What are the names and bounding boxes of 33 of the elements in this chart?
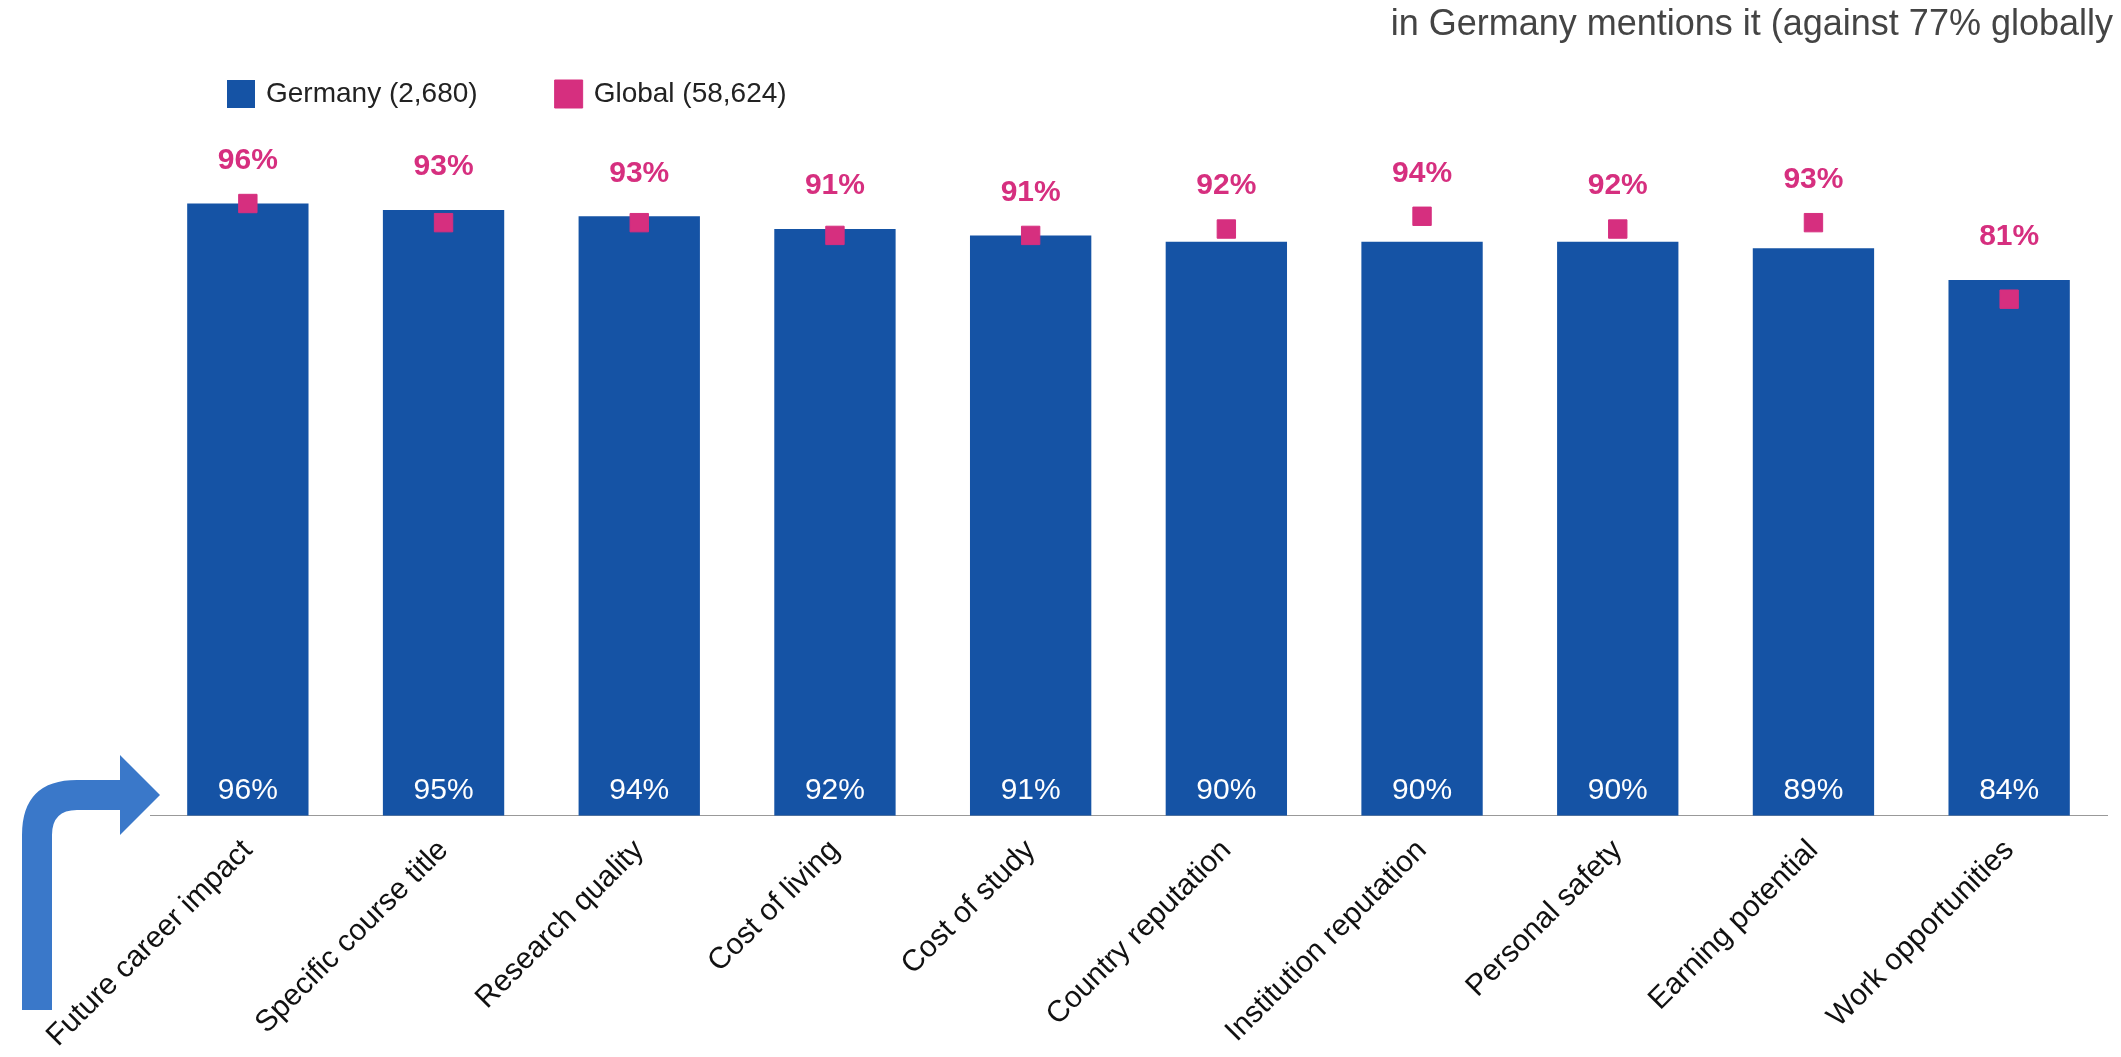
point [1020,225,1041,246]
data-label: 93% [609,154,670,188]
point [1999,289,2019,309]
legend-label: Global (58,624) [593,76,787,108]
point [1608,219,1628,239]
data-label: 84% [1979,772,2040,806]
data-label: 92% [1587,167,1648,201]
data-label: 81% [1979,218,2040,252]
data-label: 91% [1000,173,1061,207]
legend-label: Germany (2,680) [266,76,478,108]
point [629,212,649,233]
data-label: 92% [804,772,865,806]
data-label: 91% [1000,772,1061,806]
point [238,193,258,214]
data-label: 90% [1392,772,1453,806]
data-label: 93% [1783,160,1844,194]
data-label: 91% [804,167,865,201]
point [825,225,845,246]
data-label: 89% [1783,772,1844,806]
data-label: 93% [413,148,474,182]
point [1216,219,1237,239]
data-label: 90% [1196,772,1257,806]
data-label: 96% [217,772,278,806]
data-label: 90% [1587,772,1648,806]
data-label: 95% [413,772,474,806]
data-label: 94% [609,772,670,806]
data-label: 96% [217,141,278,175]
point [1412,206,1432,226]
point [433,212,454,233]
point [1803,212,1824,233]
text: in Germany mentions it (against 77% globally [1390,2,2113,44]
data-label: 94% [1392,154,1453,188]
data-label: 92% [1196,167,1257,201]
